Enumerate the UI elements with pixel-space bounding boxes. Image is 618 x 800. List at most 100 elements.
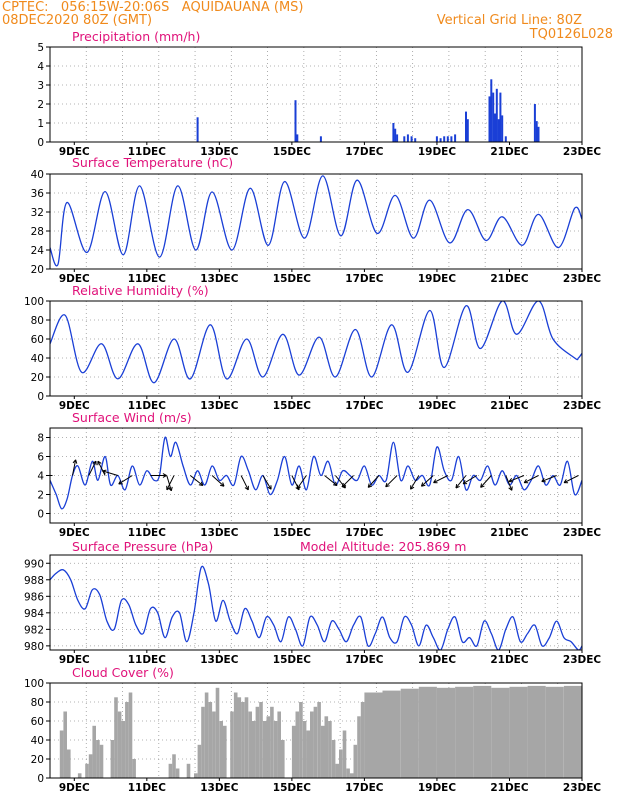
header-model-id: TQ0126L028 [529, 27, 613, 42]
panel-cloud: Cloud Cover (%) 0 20 40 60 80 100 9DEC 11DEC 13DE… [24, 665, 601, 794]
panel-wind: Surface Wind (m/s) 0 2 4 6 8 9DEC 11DEC 13DEC 15D… [37, 410, 601, 539]
plot-frame [49, 682, 583, 779]
cloud-bar [339, 749, 343, 778]
cloud-bar [473, 685, 492, 778]
x-tick-label: 9DEC [59, 146, 90, 158]
cloud-bar [172, 754, 176, 778]
panel-title: Cloud Cover (%) [72, 665, 174, 680]
x-tick-label: 21DEC [490, 273, 529, 285]
x-tick-label: 19DEC [418, 273, 457, 285]
x-tick-label: 9DEC [59, 527, 90, 539]
y-tick-label: 0 [37, 391, 44, 403]
cloud-bar [244, 697, 249, 778]
cloud-bar [281, 740, 285, 778]
wind-arrow [324, 475, 338, 486]
x-tick-label: 17DEC [345, 782, 384, 794]
cloud-bar [418, 686, 437, 778]
x-tick-label: 15DEC [273, 400, 312, 412]
precip-bar [196, 117, 199, 142]
x-tick-label: 9DEC [59, 782, 90, 794]
wind-arrow [523, 475, 539, 484]
series-wind [50, 436, 582, 510]
y-tick-label: 40 [31, 169, 44, 181]
cloud-bar [277, 711, 281, 778]
cloud-bar [509, 686, 528, 778]
y-tick-label: 100 [24, 678, 44, 690]
precip-bar [454, 134, 457, 142]
wind-arrow [166, 475, 175, 491]
precip-bar [495, 88, 498, 142]
wind-arrow [385, 475, 398, 488]
y-tick-label: 990 [24, 558, 44, 570]
y-tick-label: 28 [31, 226, 44, 238]
cloud-bar [295, 711, 300, 778]
cloud-bar [262, 721, 267, 778]
header-run-time: 08DEC2020 80Z (GMT) [2, 13, 153, 28]
x-tick-label: 13DEC [200, 782, 239, 794]
cloud-bar [67, 749, 71, 778]
wind-arrow [462, 475, 478, 485]
y-tick-label: 6 [37, 452, 44, 464]
y-tick-label: 8 [37, 433, 44, 445]
x-tick-label: 15DEC [273, 782, 312, 794]
wind-arrow [341, 475, 354, 488]
y-tick-label: 0 [37, 509, 44, 521]
cloud-bar [436, 687, 455, 778]
precip-bar [443, 136, 446, 142]
wind-arrow [240, 475, 249, 491]
series-line [50, 301, 582, 384]
wind-arrow [433, 475, 449, 484]
cloud-bar [59, 730, 64, 778]
cloud-bar [204, 692, 209, 778]
wind-arrow [150, 473, 167, 478]
y-tick-label: 3 [37, 80, 44, 92]
precip-bar [403, 136, 406, 142]
precip-bar [465, 111, 467, 142]
wind-arrow [102, 469, 118, 476]
cloud-bar [117, 711, 122, 778]
precip-bar [296, 134, 299, 142]
cloud-bar [400, 688, 419, 778]
wind-arrow [97, 460, 106, 476]
x-tick-label: 13DEC [200, 400, 239, 412]
cloud-bar [364, 692, 383, 778]
x-tick-label: 11DEC [128, 273, 167, 285]
x-tick-label: 19DEC [418, 146, 457, 158]
panel-title: Surface Pressure (hPa) [72, 539, 213, 554]
wind-arrow [367, 475, 380, 488]
cloud-bar [125, 702, 129, 778]
cloud-bar [92, 725, 96, 778]
y-tick-label: 24 [31, 245, 45, 257]
wind-arrow [118, 475, 133, 485]
cloud-bar [310, 711, 314, 778]
cloud-bar [346, 768, 350, 778]
cloud-bar [317, 702, 321, 778]
x-tick-label: 11DEC [128, 654, 167, 666]
wind-arrow [262, 475, 272, 490]
cloud-bar [302, 721, 307, 778]
y-tick-label: 1 [37, 118, 44, 130]
plot-frame [49, 46, 583, 143]
y-tick-label: 988 [24, 575, 44, 587]
series-cloud [59, 685, 582, 778]
x-tick-label: 21DEC [490, 782, 529, 794]
panel-pressure: Surface Pressure (hPa) Model Altitude: 20… [24, 539, 601, 666]
cloud-bar [194, 773, 198, 778]
cloud-bar [223, 725, 227, 778]
precip-bar [446, 136, 449, 142]
panel-rh: Relative Humidity (%) 0 20 40 60 80 100 9DEC 11D… [24, 283, 601, 412]
cloud-bar [306, 730, 310, 778]
x-tick-label: 9DEC [59, 654, 90, 666]
wind-arrow [480, 475, 492, 488]
y-tick-label: 20 [31, 264, 44, 276]
cloud-bar [121, 721, 125, 778]
cloud-bar [219, 721, 223, 778]
x-tick-label: 23DEC [563, 146, 602, 158]
cloud-bar [349, 773, 354, 778]
cloud-bar [357, 716, 361, 778]
x-tick-label: 17DEC [345, 527, 384, 539]
x-tick-label: 19DEC [418, 527, 457, 539]
panel-subtitle: Model Altitude: 205.869 m [300, 539, 466, 554]
cloud-bar [491, 687, 510, 778]
y-tick-label: 2 [37, 490, 44, 502]
